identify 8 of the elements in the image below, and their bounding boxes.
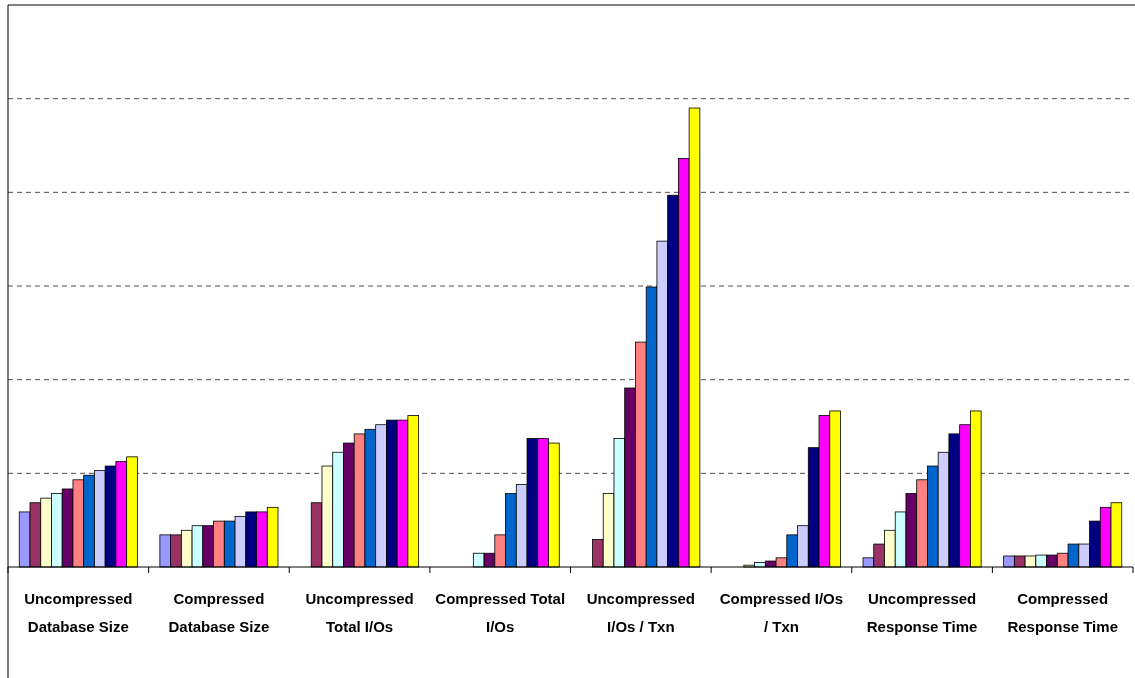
x-tick-label: Compressed Database Size <box>168 590 270 635</box>
x-tick-label: Uncompressed Response Time <box>866 590 978 635</box>
x-tick-label: Uncompressed Database Size <box>24 590 133 635</box>
x-tick-label: Compressed Response Time <box>1007 590 1118 635</box>
x-tick-label: Uncompressed I/Os / Txn <box>586 590 695 635</box>
x-tick-label: Compressed I/Os / Txn <box>719 590 844 635</box>
x-tick-label: Uncompressed Total I/Os <box>305 590 414 635</box>
x-tick-label: Compressed Total I/Os <box>435 590 566 635</box>
